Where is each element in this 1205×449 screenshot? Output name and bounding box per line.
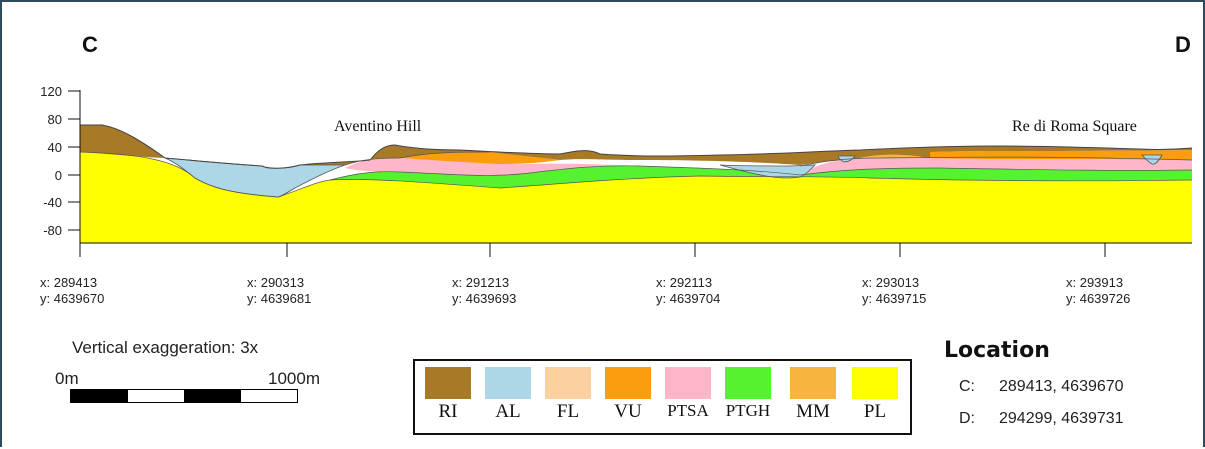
legend-swatch-al: [485, 367, 531, 399]
legend-swatch-fl: [545, 367, 591, 399]
contact-line: [344, 151, 1193, 167]
vertical-exaggeration-text: Vertical exaggeration: 3x: [72, 338, 259, 357]
legend-label: PTSA: [667, 401, 709, 420]
legend-label: PL: [863, 401, 887, 422]
station-y: y: 4639704: [656, 291, 721, 306]
annotation-re-di-roma-square: Re di Roma Square: [1012, 118, 1137, 135]
scalebar-end-label: 1000m: [268, 369, 320, 388]
station-y: y: 4639670: [40, 291, 105, 306]
y-tick-label: -80: [43, 223, 62, 238]
section-start-label: C: [82, 32, 98, 57]
legend-item: PTGH: [718, 367, 778, 421]
legend-item: AL: [478, 367, 538, 423]
legend-label: VU: [614, 401, 642, 422]
station-x: x: 289413: [40, 275, 98, 290]
layer-al: [164, 154, 1163, 198]
location-title: Location: [944, 338, 1050, 363]
legend-item: PL: [845, 367, 905, 423]
layer-ptsa: [345, 157, 1192, 176]
location-value: 289413, 4639670: [999, 378, 1124, 395]
section-end-label: D: [1175, 32, 1191, 57]
station-label: x: 290313 y: 4639681: [247, 275, 311, 307]
station-label: x: 291213 y: 4639693: [452, 275, 516, 307]
legend-label: AL: [495, 401, 521, 422]
legend-item: PTSA: [658, 367, 718, 421]
legend-item: RI: [418, 367, 478, 423]
legend-label: FL: [556, 401, 580, 422]
contact-line: [79, 151, 1193, 198]
scalebar-segment: [240, 390, 297, 402]
scalebar-segment: [184, 390, 241, 402]
legend-item: MM: [783, 367, 843, 423]
y-ticks: 120 80 40 0 -40 -80: [40, 84, 80, 238]
y-tick-label: 120: [40, 84, 62, 99]
scalebar-segment: [127, 390, 184, 402]
legend-item: VU: [598, 367, 658, 423]
legend-item: FL: [538, 367, 598, 423]
legend-swatch-ri: [425, 367, 471, 399]
station-label: x: 289413 y: 4639670: [40, 275, 104, 307]
station-x: x: 293913: [1066, 275, 1124, 290]
y-tick-label: 0: [55, 168, 62, 183]
location-value: 294299, 4639731: [999, 410, 1124, 427]
location-key: D:: [959, 410, 975, 427]
legend: RI AL FL VU PTSA PTGH MM PL: [413, 359, 912, 435]
ground-surface-line: [80, 124, 1193, 169]
station-y: y: 4639726: [1066, 291, 1131, 306]
x-ticks: [79, 243, 1106, 257]
y-tick-label: 40: [48, 140, 62, 155]
contact-line: [329, 165, 1193, 181]
station-label: x: 292113 y: 4639704: [656, 275, 720, 307]
layer-vu: [400, 150, 1192, 164]
scalebar-segment: [71, 390, 128, 402]
station-x: x: 292113: [656, 275, 713, 290]
layer-pl: [80, 152, 1192, 243]
annotation-aventino-hill: Aventino Hill: [334, 118, 422, 135]
legend-swatch-mm: [790, 367, 836, 399]
station-y: y: 4639715: [862, 291, 927, 306]
location-key: C:: [959, 378, 975, 395]
scalebar-start-label: 0m: [55, 369, 79, 388]
station-x: x: 290313: [247, 275, 305, 290]
legend-label: MM: [796, 401, 830, 422]
station-label: x: 293913 y: 4639726: [1066, 275, 1130, 307]
location-row-d: D: 294299, 4639731: [959, 410, 1124, 428]
scalebar: [70, 389, 298, 403]
legend-swatch-ptgh: [725, 367, 771, 399]
station-x: x: 293013: [862, 275, 920, 290]
station-y: y: 4639681: [247, 291, 312, 306]
layer-ri: [80, 125, 1192, 165]
station-y: y: 4639693: [452, 291, 517, 306]
location-row-c: C: 289413, 4639670: [959, 378, 1124, 396]
station-x: x: 291213: [452, 275, 510, 290]
legend-swatch-vu: [605, 367, 651, 399]
legend-swatch-pl: [852, 367, 898, 399]
y-tick-label: 80: [48, 112, 62, 127]
station-label: x: 293013 y: 4639715: [862, 275, 926, 307]
legend-swatch-ptsa: [665, 367, 711, 399]
y-tick-label: -40: [43, 195, 62, 210]
legend-label: RI: [438, 401, 458, 422]
legend-label: PTGH: [725, 401, 771, 420]
